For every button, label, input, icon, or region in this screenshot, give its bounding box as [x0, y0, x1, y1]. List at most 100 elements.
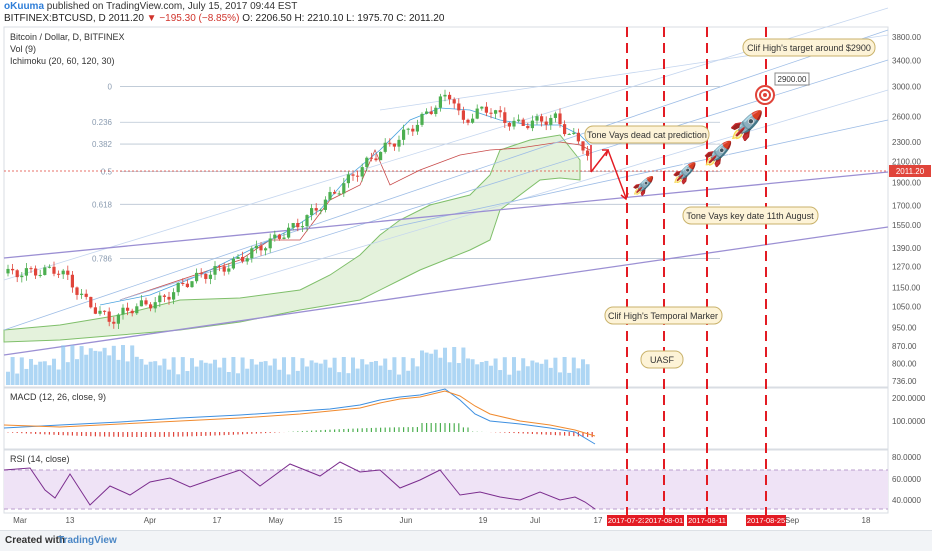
volume-bar: [438, 357, 443, 385]
candle-body: [84, 293, 88, 297]
candle-body: [567, 133, 571, 135]
volume-bar: [282, 357, 286, 385]
candle-body: [461, 110, 465, 120]
volume-bar: [548, 367, 553, 385]
volume-bar: [387, 369, 392, 385]
price-axis-label: 2300.00: [892, 138, 921, 147]
volume-bar: [268, 365, 273, 385]
volume-bar: [516, 370, 521, 385]
volume-bar: [15, 373, 20, 385]
volume-bar: [581, 359, 585, 385]
price-axis[interactable]: 3800.00 3400.00 3000.00 2600.00 2300.00 2100.…: [892, 33, 921, 386]
svg-text:🚀: 🚀: [703, 140, 733, 168]
time-axis-label: Jun: [400, 516, 413, 525]
volume-bar: [420, 350, 424, 385]
volume-bar: [498, 370, 503, 385]
candle-body: [581, 141, 585, 151]
volume-bar: [410, 358, 415, 385]
volume-bar: [107, 355, 112, 385]
volume-bar: [475, 364, 480, 385]
volume-bar: [171, 357, 176, 385]
time-axis-label: 15: [334, 516, 343, 525]
price-axis-label: 950.00: [892, 324, 917, 333]
candle-body: [512, 120, 516, 127]
candle-body: [130, 310, 134, 314]
author-link[interactable]: oKuuma: [4, 1, 44, 12]
candle-body: [466, 119, 470, 123]
volume-bar: [447, 362, 452, 385]
tradingview-logo[interactable]: TradingView: [58, 535, 117, 546]
candle-body: [310, 208, 314, 216]
candle-body: [526, 125, 530, 129]
volume-bar: [355, 368, 360, 385]
candle-body: [572, 132, 576, 134]
rocket-icon: 🚀 🚀 🚀 🚀: [632, 109, 764, 197]
candle-body: [291, 223, 295, 228]
candle-body: [181, 283, 185, 285]
price-axis-label: 1050.00: [892, 303, 921, 312]
volume-bar: [295, 370, 300, 385]
candle-body: [434, 107, 438, 114]
dead-cat-arrows: [590, 145, 629, 201]
fib-level-label: 0.5: [101, 168, 113, 177]
volume-bar: [125, 361, 130, 385]
volume-bar: [466, 358, 470, 385]
time-axis-label: Mar: [13, 516, 27, 525]
volume-bar: [10, 357, 15, 385]
volume-bar: [98, 351, 102, 385]
callout-temporal-marker: Clif High's Temporal Marker: [604, 306, 723, 325]
volume-bar: [378, 365, 383, 385]
volume-bar: [341, 357, 346, 385]
candle-body: [107, 311, 111, 322]
volume-bars: [6, 345, 590, 385]
macd-panel[interactable]: [3, 387, 889, 450]
volume-bar: [571, 357, 576, 385]
candle-body: [379, 151, 383, 161]
candle-body: [530, 120, 534, 129]
volume-bar: [502, 357, 507, 385]
candle-body: [415, 124, 419, 132]
candle-body: [563, 124, 567, 135]
rsi-band: [4, 470, 888, 509]
candle-body: [337, 193, 341, 195]
rsi-legend: RSI (14, close): [10, 454, 70, 464]
candle-body: [158, 295, 162, 303]
volume-bar: [337, 372, 342, 385]
volume-bar: [443, 347, 447, 385]
volume-bar: [111, 345, 116, 385]
time-axis[interactable]: Mar 13 Apr 17 May 15 Jun 19 Jul 17 Sep 18: [13, 516, 871, 525]
volume-bar: [167, 369, 171, 385]
macd-signal-line: [3, 390, 596, 437]
price-change: −195.30 (−8.85%): [159, 13, 240, 24]
time-axis-label: 17: [594, 516, 603, 525]
candle-body: [245, 258, 249, 262]
time-axis-label: 13: [66, 516, 75, 525]
candle-body: [411, 128, 415, 132]
price-axis-label: 1700.00: [892, 202, 921, 211]
candle-body: [296, 223, 300, 228]
fib-level-label: 0: [108, 83, 113, 92]
candle-body: [172, 292, 176, 300]
volume-bar: [489, 365, 493, 385]
candle-body: [20, 275, 24, 278]
candle-body: [319, 209, 323, 211]
candle-body: [103, 310, 107, 312]
candle-body: [576, 132, 580, 142]
callout-text: Clif High's Temporal Marker: [608, 311, 718, 321]
volume-bar: [507, 374, 512, 385]
candle-body: [218, 266, 222, 268]
volume-bar: [291, 357, 296, 385]
volume-bar: [351, 357, 355, 385]
candle-body: [98, 310, 102, 314]
candle-body: [448, 94, 452, 100]
volume-bar: [263, 361, 268, 385]
candle-body: [38, 274, 42, 276]
candle-body: [70, 274, 74, 288]
high-value: H: 2210.10: [294, 13, 344, 24]
candle-body: [149, 304, 153, 309]
volume-bar: [585, 364, 590, 385]
low-value: L: 1975.70: [346, 13, 394, 24]
candle-body: [75, 287, 79, 295]
volume-bar: [479, 362, 484, 385]
